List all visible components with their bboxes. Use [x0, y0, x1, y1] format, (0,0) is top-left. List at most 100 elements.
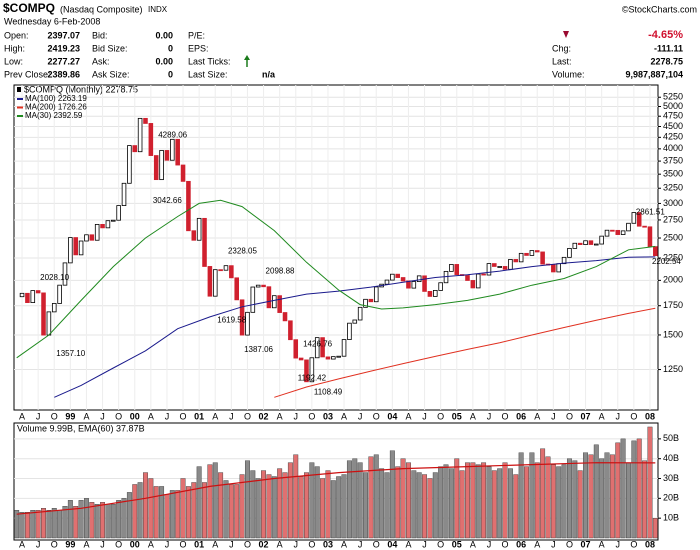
x-tick-label: 00 [130, 411, 140, 421]
y-tick-label: 1500 [663, 329, 683, 339]
candle [497, 266, 502, 268]
y-tick-label: 50B [663, 433, 679, 443]
candle [373, 286, 379, 303]
moving-average-line [16, 199, 656, 359]
volume-bar [24, 512, 30, 539]
field-label: EPS: [188, 43, 209, 53]
y-tick-label: 2000 [663, 275, 683, 285]
candle [68, 237, 73, 264]
price-annotation: 1108.49 [314, 387, 343, 396]
volume-bar [234, 484, 240, 539]
candle [615, 229, 621, 235]
candle [620, 230, 626, 235]
volume-bar [304, 472, 309, 539]
y-tick-label: 1750 [663, 300, 683, 310]
volume-bar [41, 508, 46, 539]
x-tick-label: A [277, 411, 283, 421]
volume-bar [566, 458, 572, 539]
x-tick-label: O [630, 411, 637, 421]
candle [159, 150, 164, 181]
y-tick-label: 4750 [663, 111, 683, 121]
candle [143, 117, 148, 124]
volume-bar [46, 510, 52, 539]
up-tick-arrow [244, 55, 250, 67]
y-tick-label: 1250 [663, 364, 683, 374]
candle [309, 357, 315, 383]
candle [534, 250, 540, 253]
volume-bar [105, 504, 111, 539]
x-tick-label: 02 [259, 539, 269, 549]
x-tick-label: J [616, 411, 621, 421]
candle [94, 224, 100, 241]
candle [320, 337, 325, 358]
candle [470, 280, 476, 289]
field-label: Low: [4, 56, 23, 66]
volume-bar [180, 478, 186, 539]
volume-bar [438, 466, 444, 539]
x-tick-label: J [422, 539, 427, 549]
candle [572, 242, 578, 249]
field-value: 9,987,887,104 [625, 69, 683, 79]
x-tick-label: J [229, 411, 234, 421]
volume-bar [293, 454, 299, 539]
volume-bar [261, 470, 267, 539]
candle [73, 237, 78, 256]
volume-bar [207, 464, 213, 539]
x-tick-label: J [100, 411, 105, 421]
x-tick-label: A [83, 411, 89, 421]
volume-bar [73, 506, 79, 539]
x-tick-label: A [534, 411, 540, 421]
x-tick-label: A [341, 539, 347, 549]
volume-bar [524, 466, 529, 539]
candle [100, 224, 105, 229]
candle [416, 275, 422, 283]
volume-bar [83, 498, 89, 539]
x-tick-label: J [229, 539, 234, 549]
candle [19, 292, 25, 298]
candle [202, 217, 207, 267]
x-tick-label: 99 [65, 411, 75, 421]
candle [636, 212, 642, 227]
x-tick-label: J [358, 539, 363, 549]
volume-bar [100, 502, 106, 539]
price-legend-title: $COMPQ (Monthly) 2278.75 [24, 84, 138, 94]
price-annotation: 1357.10 [56, 349, 85, 358]
price-annotation: 4289.06 [158, 131, 187, 140]
x-tick-label: 07 [581, 539, 591, 549]
candle [492, 263, 497, 267]
field-label: Bid: [92, 30, 108, 40]
volume-bar [642, 460, 648, 539]
candle [395, 273, 400, 278]
exchange: INDX [148, 5, 168, 14]
candle [255, 284, 261, 288]
volume-bar [448, 468, 454, 539]
volume-bar [153, 486, 159, 539]
volume-bar [175, 490, 181, 539]
field-label: Ask: [92, 56, 110, 66]
field-label: Last Size: [188, 69, 228, 79]
y-tick-label: 3000 [663, 198, 683, 208]
x-tick-label: 03 [323, 411, 333, 421]
candle [577, 242, 583, 245]
candle [556, 263, 561, 273]
volume-bar [218, 472, 224, 539]
x-tick-label: 99 [65, 539, 75, 549]
x-tick-label: J [551, 539, 556, 549]
y-tick-label: 4000 [663, 143, 683, 153]
volume-bar [51, 508, 57, 539]
candle [400, 277, 406, 282]
candle [588, 240, 594, 245]
candle [390, 273, 395, 281]
candle [207, 266, 213, 297]
volume-bar [352, 458, 358, 539]
candle [384, 279, 390, 285]
x-tick-label: A [405, 539, 411, 549]
candle [105, 220, 111, 229]
candle [137, 117, 143, 153]
y-tick-label: 3250 [663, 183, 683, 193]
x-tick-label: 06 [516, 539, 526, 549]
volume-bar [631, 440, 637, 539]
volume-bar [432, 472, 438, 539]
x-tick-label: O [51, 411, 58, 421]
price-annotation: 1192.42 [298, 374, 327, 383]
